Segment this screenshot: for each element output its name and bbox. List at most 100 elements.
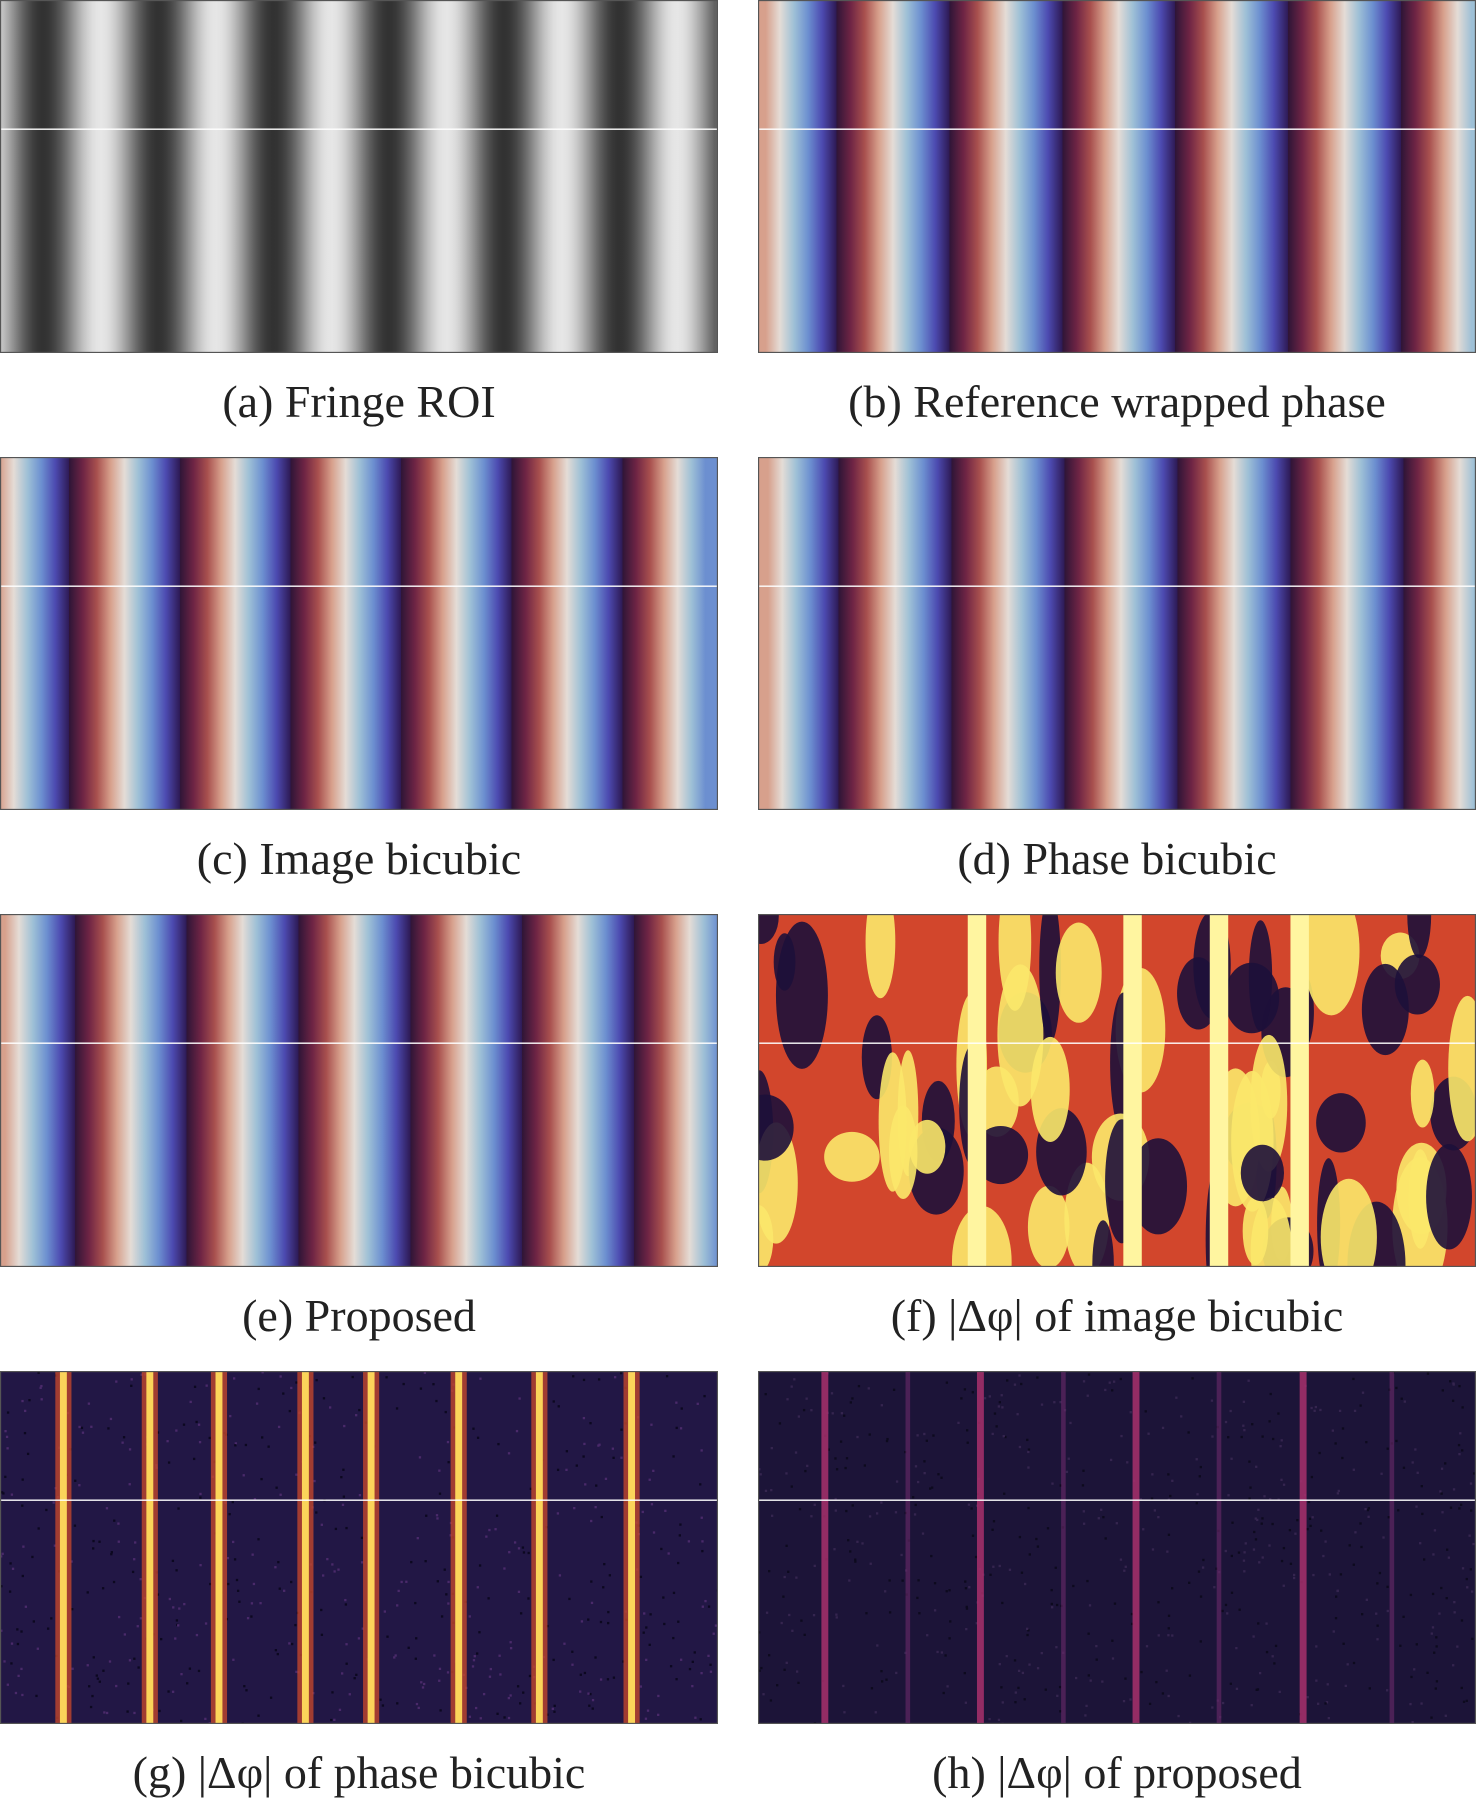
noise xyxy=(583,1442,586,1446)
line xyxy=(455,1371,463,1724)
noise xyxy=(351,1375,354,1379)
noise xyxy=(798,1507,802,1511)
noise xyxy=(1023,1698,1026,1701)
noise xyxy=(167,1461,171,1464)
noise xyxy=(98,1680,101,1683)
noise xyxy=(830,1392,834,1395)
noise xyxy=(1409,1593,1413,1597)
noise xyxy=(965,1605,968,1609)
noise xyxy=(620,1428,623,1431)
noise xyxy=(1175,1396,1178,1399)
noise xyxy=(1040,1403,1044,1406)
noise xyxy=(607,1621,610,1625)
noise xyxy=(78,1425,81,1429)
noise xyxy=(1082,1380,1086,1383)
noise xyxy=(868,1515,872,1518)
noise xyxy=(1402,1615,1405,1618)
noise xyxy=(794,1451,798,1454)
noise xyxy=(1331,1429,1335,1432)
noise xyxy=(519,1612,523,1615)
noise xyxy=(331,1691,334,1694)
noise xyxy=(1470,1590,1474,1593)
noise xyxy=(1334,1616,1338,1620)
noise xyxy=(235,1578,239,1582)
noise xyxy=(648,1478,651,1481)
noise xyxy=(127,1682,130,1685)
noise xyxy=(1139,1498,1142,1501)
noise xyxy=(1314,1405,1317,1409)
noise xyxy=(337,1568,340,1571)
noise xyxy=(770,1446,773,1450)
noise xyxy=(1336,1492,1340,1495)
noise xyxy=(438,1667,442,1671)
noise xyxy=(693,1651,696,1654)
noise xyxy=(80,1426,84,1430)
noise xyxy=(134,1541,137,1544)
noise xyxy=(1050,1602,1053,1606)
noise xyxy=(261,1371,264,1374)
noise xyxy=(385,1376,388,1379)
noise xyxy=(447,1602,450,1605)
image xyxy=(0,0,718,353)
noise xyxy=(1167,1634,1170,1637)
noise xyxy=(274,1649,278,1652)
noise xyxy=(1028,1663,1031,1666)
noise xyxy=(396,1702,399,1705)
noise xyxy=(812,1613,816,1617)
noise xyxy=(810,1515,813,1518)
noise xyxy=(1142,1528,1145,1531)
noise xyxy=(14,1691,18,1695)
noise xyxy=(1199,1595,1203,1598)
noise xyxy=(622,1660,625,1663)
noise xyxy=(1130,1612,1134,1616)
panel-image xyxy=(0,0,718,353)
noise xyxy=(997,1405,1001,1408)
noise xyxy=(71,1608,74,1611)
noise xyxy=(649,1613,652,1616)
noise xyxy=(290,1386,293,1390)
noise xyxy=(854,1558,857,1561)
noise xyxy=(488,1528,491,1532)
noise xyxy=(205,1384,208,1387)
noise xyxy=(1167,1627,1170,1630)
noise xyxy=(700,1516,703,1519)
panel xyxy=(0,1371,718,1724)
noise xyxy=(998,1401,1001,1404)
noise xyxy=(1227,1436,1230,1439)
noise xyxy=(394,1654,397,1657)
noise xyxy=(278,1587,281,1590)
noise xyxy=(611,1447,615,1450)
noise xyxy=(98,1540,101,1543)
noise xyxy=(279,1375,282,1378)
noise xyxy=(255,1402,259,1405)
noise xyxy=(320,1523,323,1526)
noise xyxy=(1256,1688,1260,1691)
noise xyxy=(32,1620,35,1623)
noise xyxy=(1171,1479,1174,1482)
noise xyxy=(1201,1566,1205,1569)
noise xyxy=(166,1440,169,1443)
noise xyxy=(921,1532,925,1535)
noise xyxy=(1441,1389,1444,1392)
frame xyxy=(0,1371,718,1724)
noise xyxy=(478,1564,482,1567)
noise xyxy=(1210,1399,1214,1402)
blob xyxy=(1361,963,1409,1056)
noise xyxy=(620,1456,623,1459)
caption: (h) |Δφ| of proposed xyxy=(932,1747,1302,1798)
noise xyxy=(874,1711,877,1714)
noise xyxy=(663,1622,666,1626)
noise xyxy=(1202,1558,1205,1562)
noise xyxy=(117,1522,120,1525)
noise xyxy=(1447,1556,1451,1559)
noise xyxy=(186,1682,189,1685)
noise xyxy=(1112,1380,1116,1383)
noise xyxy=(1263,1495,1266,1498)
noise xyxy=(1109,1458,1113,1462)
noise xyxy=(345,1643,348,1646)
noise xyxy=(787,1570,790,1573)
noise xyxy=(764,1392,767,1396)
noise xyxy=(395,1407,399,1410)
noise xyxy=(804,1469,807,1473)
noise xyxy=(1400,1397,1403,1400)
